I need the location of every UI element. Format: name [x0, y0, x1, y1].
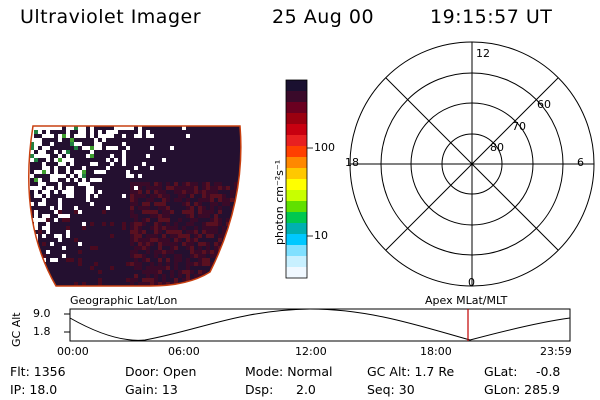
- x-tick-1800: 18:00: [420, 345, 452, 358]
- colorbar-cell: [286, 135, 307, 147]
- dsp-info: Dsp:: [245, 382, 274, 397]
- colorbar: [286, 80, 307, 279]
- colorbar-cell: [286, 212, 307, 224]
- mlt-label-0: 0: [468, 276, 475, 289]
- colorbar-cell: [286, 157, 307, 169]
- colorbar-cell: [286, 91, 307, 103]
- x-tick-2359: 23:59: [540, 345, 572, 358]
- instrument-title: Ultraviolet Imager: [20, 6, 202, 28]
- flt-info: Flt: 1356: [10, 364, 66, 379]
- gain-info: Gain: 13: [125, 382, 178, 397]
- lat-label-60: 60: [537, 98, 551, 111]
- x-tick-0600: 06:00: [168, 345, 200, 358]
- colorbar-cell: [286, 168, 307, 180]
- mode-info: Mode: Normal: [245, 364, 333, 379]
- door-info: Door: Open: [125, 364, 197, 379]
- colorbar-cell: [286, 113, 307, 125]
- colorbar-unit-label: photon cm⁻²s⁻¹: [273, 159, 286, 245]
- geographic-label: Geographic Lat/Lon: [70, 294, 178, 307]
- colorbar-cell: [286, 190, 307, 202]
- colorbar-label-10: 10: [314, 229, 328, 242]
- colorbar-cell: [286, 124, 307, 136]
- mlt-label-6: 6: [577, 156, 584, 169]
- dsp-value: 2.0: [296, 382, 316, 397]
- y-tick-9: 9.0: [33, 307, 51, 320]
- colorbar-cell: [286, 234, 307, 246]
- colorbar-cell: [286, 256, 307, 268]
- x-tick-0000: 00:00: [57, 345, 89, 358]
- colorbar-cell: [286, 102, 307, 114]
- observation-date: 25 Aug 00: [272, 6, 375, 28]
- apex-label: Apex MLat/MLT: [425, 294, 508, 307]
- colorbar-cell: [286, 267, 307, 279]
- glon-info: GLon: 285.9: [484, 382, 560, 397]
- orbit-plot: [64, 308, 571, 342]
- colorbar-cell: [286, 80, 307, 92]
- ip-info: IP: 18.0: [10, 382, 58, 397]
- colorbar-label-100: 100: [314, 141, 335, 154]
- gc-alt-info: GC Alt: 1.7 Re: [367, 364, 455, 379]
- gc-alt-axis-label: GC Alt: [10, 312, 23, 347]
- colorbar-cell: [286, 179, 307, 191]
- colorbar-cell: [286, 146, 307, 158]
- colorbar-frame: [285, 79, 308, 279]
- colorbar-cell: [286, 223, 307, 235]
- mlt-label-12: 12: [476, 47, 490, 60]
- colorbar-cell: [286, 201, 307, 213]
- x-tick-1200: 12:00: [295, 345, 327, 358]
- y-tick-1-8: 1.8: [33, 325, 51, 338]
- image-border: [28, 125, 242, 287]
- mlt-label-18: 18: [345, 156, 359, 169]
- polar-grid: [349, 41, 595, 287]
- glat-value: -0.8: [536, 364, 561, 379]
- lat-label-80: 80: [490, 141, 504, 154]
- glat-info: GLat:: [484, 364, 518, 379]
- lat-label-70: 70: [512, 120, 526, 133]
- colorbar-cell: [286, 245, 307, 257]
- auroral-image: [30, 126, 241, 286]
- altitude-curve: [69, 308, 571, 341]
- seq-info: Seq: 30: [367, 382, 415, 397]
- observation-time: 19:15:57 UT: [430, 6, 553, 28]
